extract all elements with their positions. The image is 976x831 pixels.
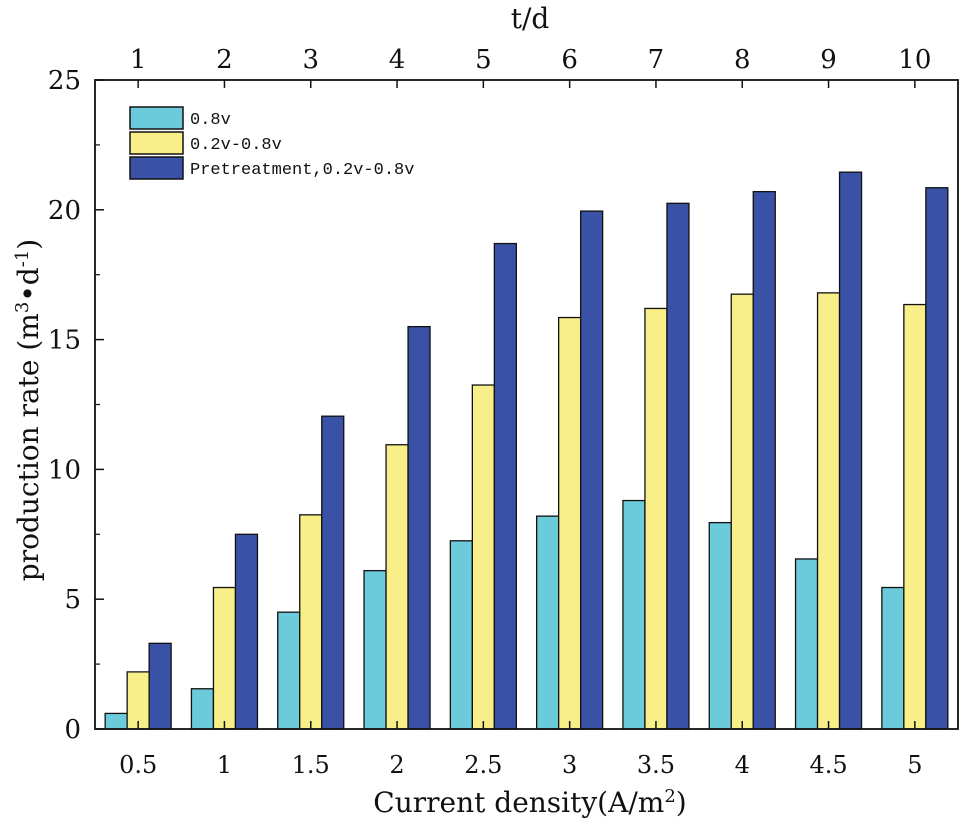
bar-0-8v-3.5 — [622, 499, 646, 730]
bar-0-8v-2 — [363, 569, 387, 730]
legend-label-pretreatment: Pretreatment,0.2v-0.8v — [190, 161, 414, 180]
bar-pretreatment-0-2v-0-8v-4 — [752, 190, 776, 730]
top-x-tick-label: 6 — [561, 45, 578, 75]
x-tick-label: 4 — [735, 751, 750, 779]
bar-0-2v-0-8v-3.5 — [644, 307, 668, 730]
bar-0-8v-3 — [536, 515, 560, 730]
y-tick-label: 15 — [48, 326, 81, 356]
x-tick-label: 1 — [217, 751, 232, 779]
bar-pretreatment-0-2v-0-8v-5 — [925, 187, 949, 730]
legend-label-0-8v: 0.8v — [190, 111, 231, 130]
top-x-tick-label: 1 — [130, 45, 147, 75]
bar-pretreatment-0-2v-0-8v-4.5 — [838, 171, 863, 730]
bar-pretreatment-0-2v-0-8v-1 — [234, 533, 259, 730]
bar-pretreatment-0-2v-0-8v-2 — [407, 325, 431, 730]
legend-swatch-0-8v — [129, 106, 184, 130]
bar-0-8v-0.5 — [104, 712, 128, 730]
bar-0-2v-0-8v-5 — [903, 303, 927, 730]
y-tick-label: 0 — [64, 715, 81, 745]
bar-0-8v-5 — [881, 586, 905, 730]
x-tick-label: 3.5 — [637, 751, 675, 779]
x-tick-label: 2.5 — [464, 751, 502, 779]
legend-label-0-2v-0-8v: 0.2v-0.8v — [190, 136, 282, 155]
bar-0-2v-0-8v-0.5 — [126, 671, 150, 730]
top-x-tick-label: 5 — [475, 45, 492, 75]
y-tick-label: 5 — [64, 585, 81, 615]
top-x-tick-label: 8 — [734, 45, 751, 75]
x-tick-label: 3 — [562, 751, 577, 779]
bar-pretreatment-0-2v-0-8v-0.5 — [148, 642, 172, 730]
axes-group: 0 5 10 15 20 25 0.5 1 1.5 2 2.5 3 3.5 4 4.5 5 1 2 3 4 5 6 7 8 9 1… — [48, 45, 959, 779]
bar-pretreatment-0-2v-0-8v-3 — [580, 210, 604, 730]
bar-0-8v-1.5 — [277, 611, 301, 730]
bar-0-8v-4.5 — [794, 558, 819, 730]
bar-0-2v-0-8v-4 — [730, 293, 754, 730]
bar-0-2v-0-8v-2 — [385, 444, 409, 730]
top-x-tick-label: 9 — [820, 45, 837, 75]
bar-0-2v-0-8v-4.5 — [816, 292, 841, 730]
bar-pretreatment-0-2v-0-8v-2.5 — [493, 242, 518, 730]
bar-0-8v-2.5 — [449, 540, 474, 730]
top-x-tick-label: 7 — [648, 45, 665, 75]
top-x-tick-label: 10 — [898, 45, 931, 75]
top-x-tick-label: 2 — [216, 45, 233, 75]
x-tick-label: 2 — [389, 751, 404, 779]
bar-0-2v-0-8v-1.5 — [299, 514, 323, 730]
legend: 0.8v 0.2v-0.8v Pretreatment,0.2v-0.8v — [129, 106, 414, 180]
x-tick-label: 5 — [907, 751, 922, 779]
x-tick-label: 0.5 — [119, 751, 157, 779]
bar-0-2v-0-8v-1 — [212, 586, 237, 730]
x-tick-label: 4.5 — [809, 751, 847, 779]
bar-0-8v-4 — [708, 521, 732, 730]
y-axis-title: production rate (m3•d-1) — [12, 239, 45, 581]
x-tick-label: 1.5 — [292, 751, 330, 779]
bar-0-2v-0-8v-3 — [558, 316, 582, 730]
bar-pretreatment-0-2v-0-8v-1.5 — [321, 415, 345, 730]
y-tick-label: 25 — [48, 66, 81, 96]
top-x-axis-title: t/d — [511, 2, 550, 35]
bar-0-2v-0-8v-2.5 — [471, 384, 496, 730]
bar-pretreatment-0-2v-0-8v-3.5 — [666, 202, 690, 730]
bars-group — [104, 171, 949, 730]
top-x-tick-label: 4 — [389, 45, 406, 75]
legend-swatch-0-2v-0-8v — [129, 131, 184, 155]
y-tick-label: 20 — [48, 196, 81, 226]
legend-swatch-pretreatment — [129, 156, 184, 180]
x-axis-title: Current density(A/m2) — [373, 786, 686, 819]
bar-0-8v-1 — [190, 688, 215, 730]
y-tick-label: 10 — [48, 455, 81, 485]
top-x-tick-label: 3 — [302, 45, 319, 75]
